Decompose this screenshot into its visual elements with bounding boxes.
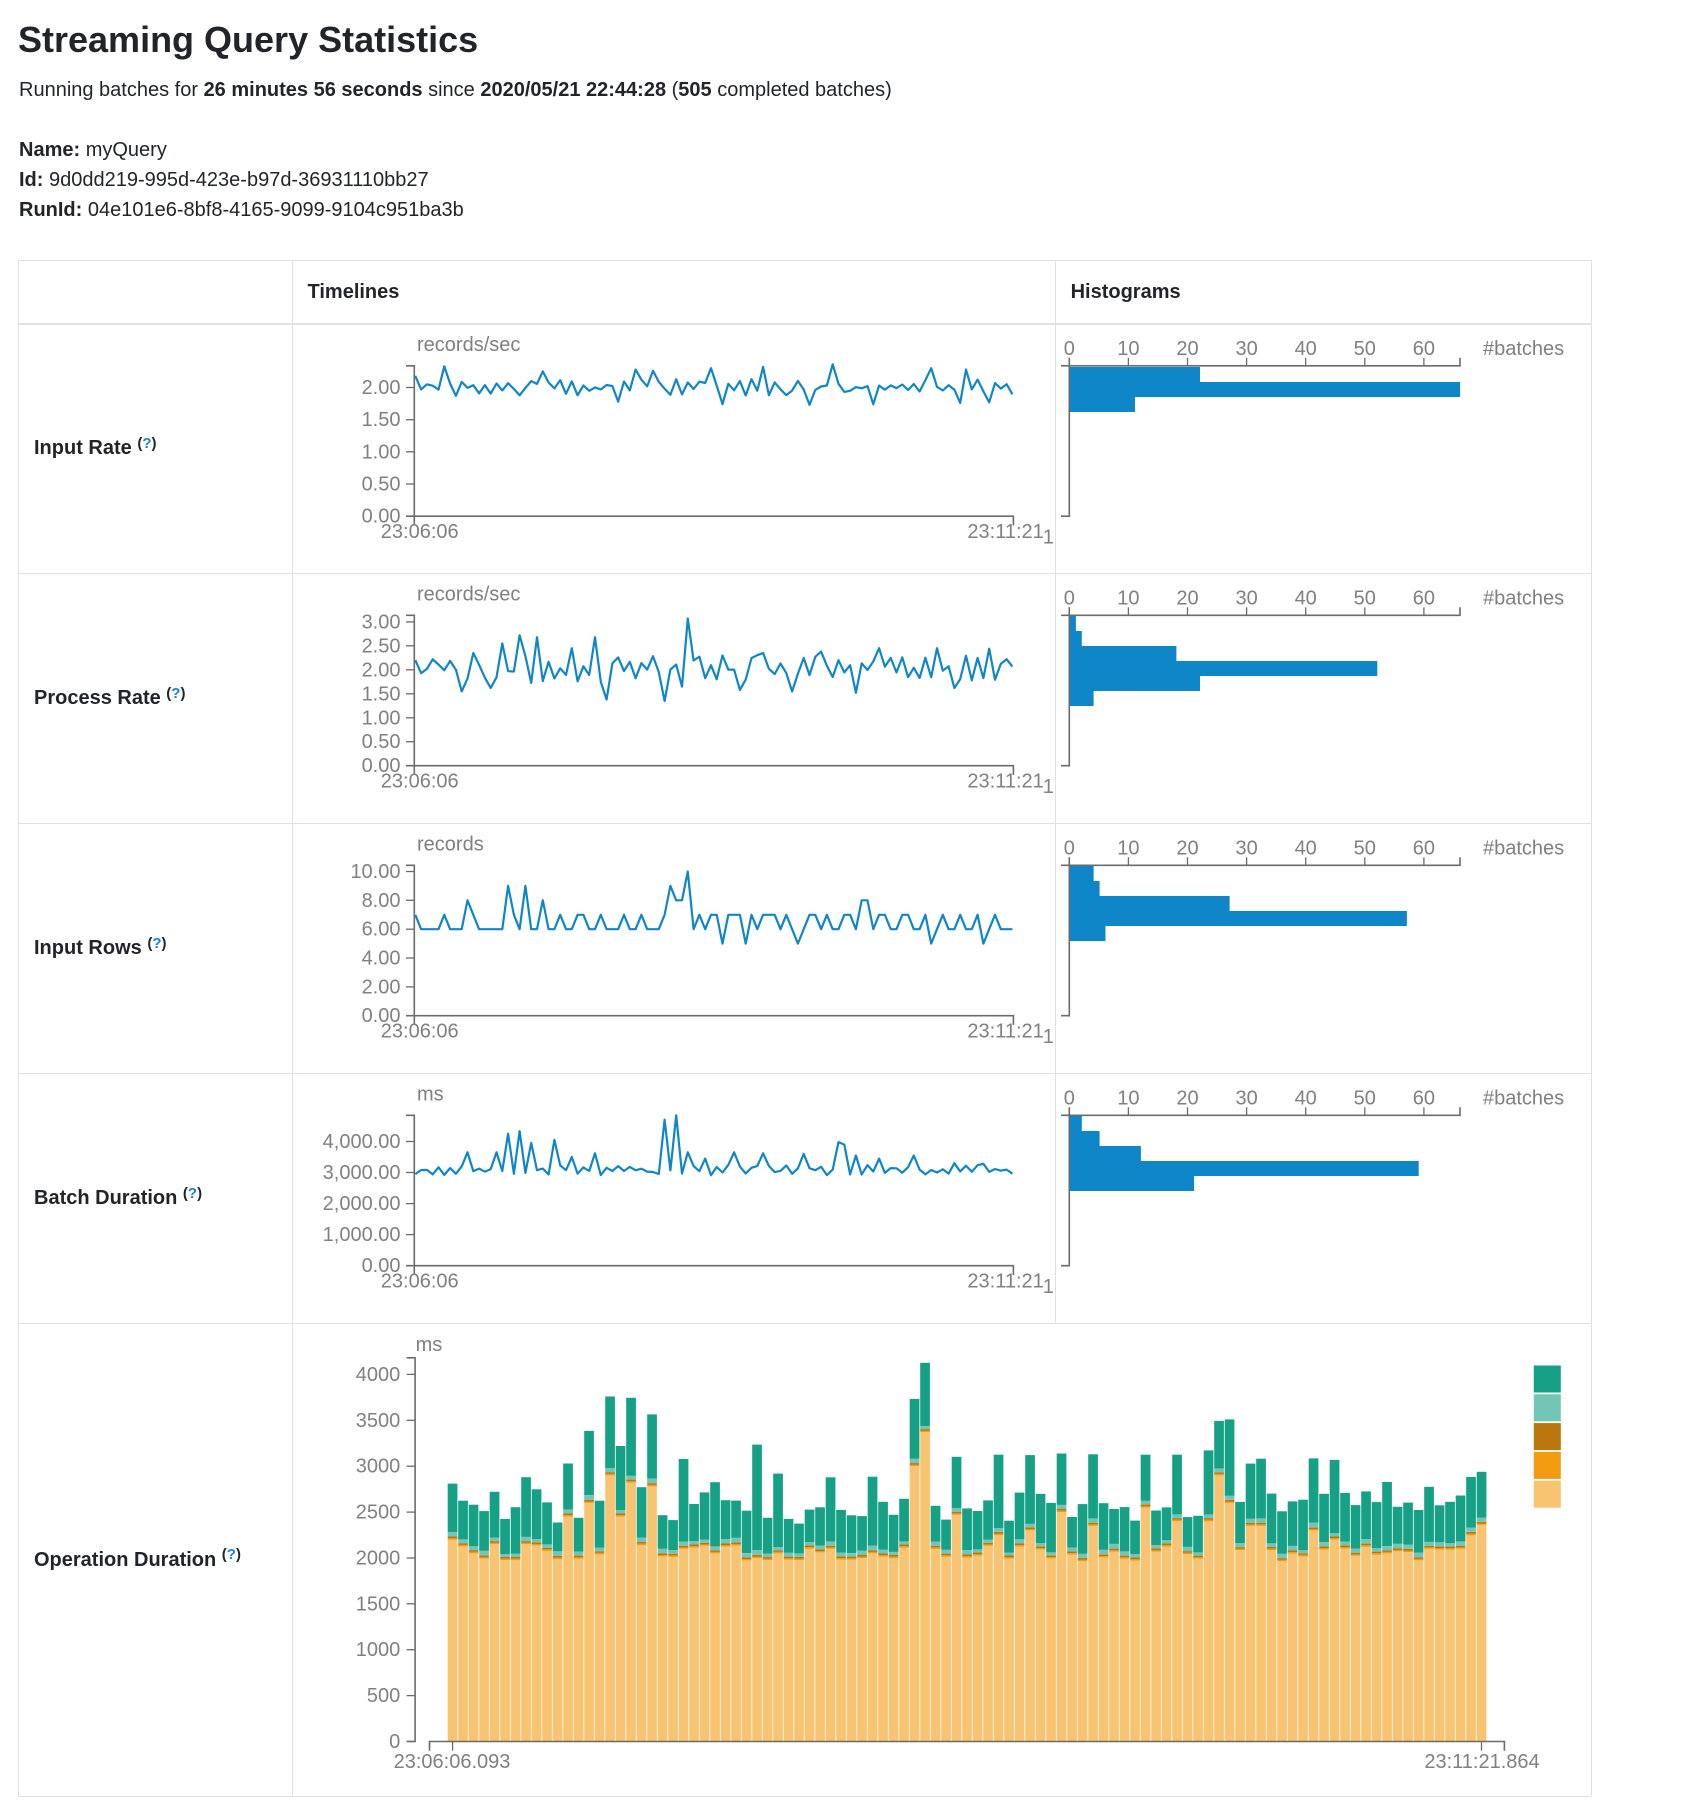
svg-text:2.00: 2.00: [362, 659, 401, 681]
svg-text:50: 50: [1354, 1088, 1376, 1110]
svg-text:#batches: #batches: [1483, 1088, 1564, 1110]
svg-text:0: 0: [1064, 588, 1075, 610]
svg-text:40: 40: [1295, 338, 1317, 360]
svg-text:30: 30: [1235, 588, 1257, 610]
svg-text:0.50: 0.50: [362, 474, 401, 496]
svg-text:1.00: 1.00: [362, 707, 401, 729]
svg-text:1: 1: [1043, 1276, 1054, 1298]
svg-text:2.00: 2.00: [362, 976, 401, 998]
svg-text:records/sec: records/sec: [417, 334, 520, 356]
svg-text:2,000.00: 2,000.00: [323, 1193, 401, 1215]
svg-text:0.00: 0.00: [362, 506, 401, 528]
svg-text:20: 20: [1176, 588, 1198, 610]
svg-text:1.50: 1.50: [362, 409, 401, 431]
svg-text:#batches: #batches: [1483, 338, 1564, 360]
svg-text:40: 40: [1295, 588, 1317, 610]
svg-text:40: 40: [1295, 838, 1317, 860]
svg-text:6.00: 6.00: [362, 919, 401, 941]
svg-text:23:11:21: 23:11:21: [967, 1021, 1043, 1043]
svg-text:1000: 1000: [356, 1639, 401, 1661]
svg-text:23:06:06.093: 23:06:06.093: [394, 1751, 511, 1773]
svg-text:50: 50: [1354, 588, 1376, 610]
svg-text:1500: 1500: [356, 1593, 401, 1615]
svg-text:records: records: [417, 834, 484, 856]
svg-text:4000: 4000: [356, 1364, 401, 1386]
svg-text:23:11:21: 23:11:21: [967, 521, 1043, 543]
svg-text:2500: 2500: [356, 1502, 401, 1524]
svg-text:ms: ms: [416, 1334, 443, 1356]
svg-text:10: 10: [1117, 588, 1139, 610]
svg-text:23:06:06: 23:06:06: [381, 1021, 459, 1043]
svg-text:0.00: 0.00: [362, 755, 401, 777]
svg-text:10: 10: [1117, 338, 1139, 360]
svg-text:ms: ms: [417, 1084, 444, 1106]
svg-text:3,000.00: 3,000.00: [323, 1162, 401, 1184]
svg-text:30: 30: [1235, 838, 1257, 860]
svg-text:4.00: 4.00: [362, 948, 401, 970]
svg-text:1: 1: [1043, 527, 1054, 549]
svg-text:20: 20: [1176, 838, 1198, 860]
svg-text:10: 10: [1117, 1088, 1139, 1110]
svg-text:30: 30: [1235, 338, 1257, 360]
svg-text:30: 30: [1235, 1088, 1257, 1110]
svg-text:0: 0: [1064, 338, 1075, 360]
svg-text:60: 60: [1413, 338, 1435, 360]
svg-text:0: 0: [1064, 1088, 1075, 1110]
svg-text:50: 50: [1354, 838, 1376, 860]
svg-text:10: 10: [1117, 838, 1139, 860]
svg-text:3000: 3000: [356, 1456, 401, 1478]
svg-text:40: 40: [1295, 1088, 1317, 1110]
svg-text:23:11:21: 23:11:21: [967, 1271, 1043, 1293]
svg-text:500: 500: [367, 1685, 400, 1707]
svg-text:0: 0: [389, 1731, 400, 1753]
svg-text:20: 20: [1176, 1088, 1198, 1110]
svg-text:60: 60: [1413, 588, 1435, 610]
svg-text:23:06:06: 23:06:06: [381, 521, 459, 543]
svg-text:23:11:21.864: 23:11:21.864: [1424, 1751, 1539, 1773]
svg-text:23:06:06: 23:06:06: [381, 1271, 459, 1293]
svg-text:1,000.00: 1,000.00: [323, 1224, 401, 1246]
svg-text:23:06:06: 23:06:06: [381, 771, 459, 793]
svg-text:60: 60: [1413, 1088, 1435, 1110]
svg-text:#batches: #batches: [1483, 838, 1564, 860]
svg-text:2.50: 2.50: [362, 635, 401, 657]
svg-text:3.00: 3.00: [362, 611, 401, 633]
svg-text:50: 50: [1354, 338, 1376, 360]
svg-text:1: 1: [1043, 1026, 1054, 1048]
svg-text:60: 60: [1413, 838, 1435, 860]
svg-text:20: 20: [1176, 338, 1198, 360]
svg-text:3500: 3500: [356, 1410, 401, 1432]
svg-text:2000: 2000: [356, 1548, 401, 1570]
svg-text:1.50: 1.50: [362, 683, 401, 705]
svg-text:1: 1: [1043, 776, 1054, 798]
svg-text:8.00: 8.00: [362, 890, 401, 912]
svg-text:0.50: 0.50: [362, 731, 401, 753]
svg-text:2.00: 2.00: [362, 377, 401, 399]
svg-text:records/sec: records/sec: [417, 584, 520, 606]
svg-text:1.00: 1.00: [362, 441, 401, 463]
svg-text:0.00: 0.00: [362, 1255, 401, 1277]
svg-text:23:11:21: 23:11:21: [967, 771, 1043, 793]
svg-text:0: 0: [1064, 838, 1075, 860]
svg-text:10.00: 10.00: [350, 861, 400, 883]
svg-text:0.00: 0.00: [362, 1005, 401, 1027]
svg-text:4,000.00: 4,000.00: [323, 1131, 401, 1153]
svg-text:#batches: #batches: [1483, 588, 1564, 610]
